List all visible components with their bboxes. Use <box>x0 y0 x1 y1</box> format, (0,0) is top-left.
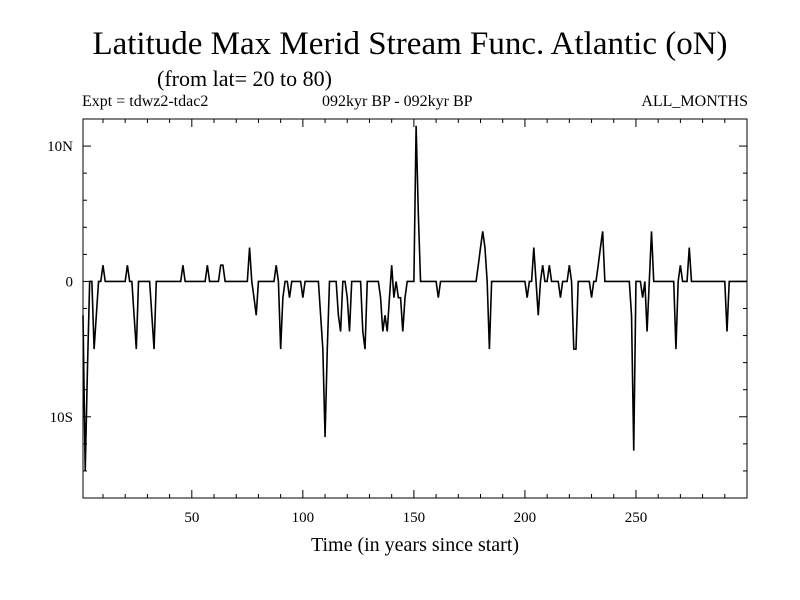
x-tick-label: 50 <box>184 510 199 526</box>
period-label: 092kyr BP - 092kyr BP <box>322 93 473 110</box>
experiment-label: Expt = tdwz2-tdac2 <box>82 93 209 110</box>
series-layer <box>82 125 747 471</box>
x-tick-label: 200 <box>514 510 537 526</box>
x-tick-label: 150 <box>403 510 426 526</box>
months-label: ALL_MONTHS <box>641 93 748 110</box>
x-tick-label: 100 <box>292 510 315 526</box>
y-tick-label: 0 <box>66 274 74 290</box>
x-axis-label: Time (in years since start) <box>310 534 520 556</box>
y-tick-label: 10N <box>47 139 73 155</box>
series-line <box>82 125 747 471</box>
chart-subtitle: (from lat= 20 to 80) <box>157 66 332 91</box>
x-tick-label: 250 <box>625 510 648 526</box>
chart-title: Latitude Max Merid Stream Func. Atlantic… <box>92 26 728 62</box>
y-tick-label: 10S <box>50 410 73 426</box>
tick-labels: 50 100 150 200 250 10N 0 10S <box>47 139 647 526</box>
